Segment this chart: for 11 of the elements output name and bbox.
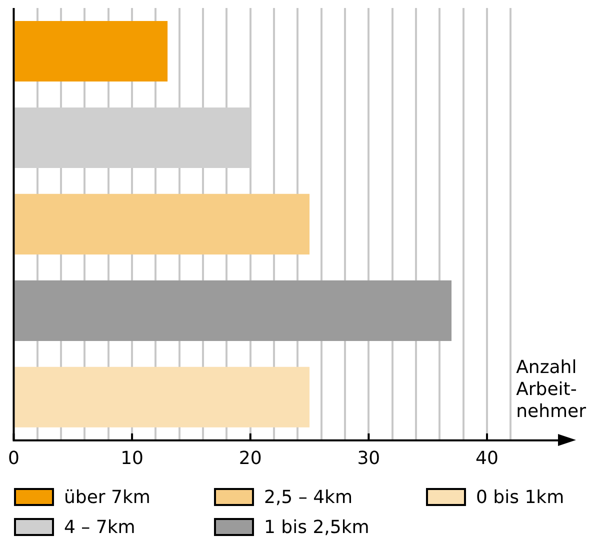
x-tick-label: 10 [120,448,144,469]
x-tick-label: 0 [8,448,20,469]
legend-label: 4 – 7km [64,516,136,538]
legend-label: 2,5 – 4km [264,486,352,508]
x-axis-title: Anzahl Arbeit- nehmer [516,357,586,423]
x-tick-label: 40 [476,448,498,469]
x-tick-label: 20 [238,448,262,469]
legend-label: 1 bis 2,5km [264,516,370,538]
legend-label: 0 bis 1km [476,486,564,508]
x-tick-label: 30 [357,448,380,469]
legend-label: über 7km [64,486,150,508]
